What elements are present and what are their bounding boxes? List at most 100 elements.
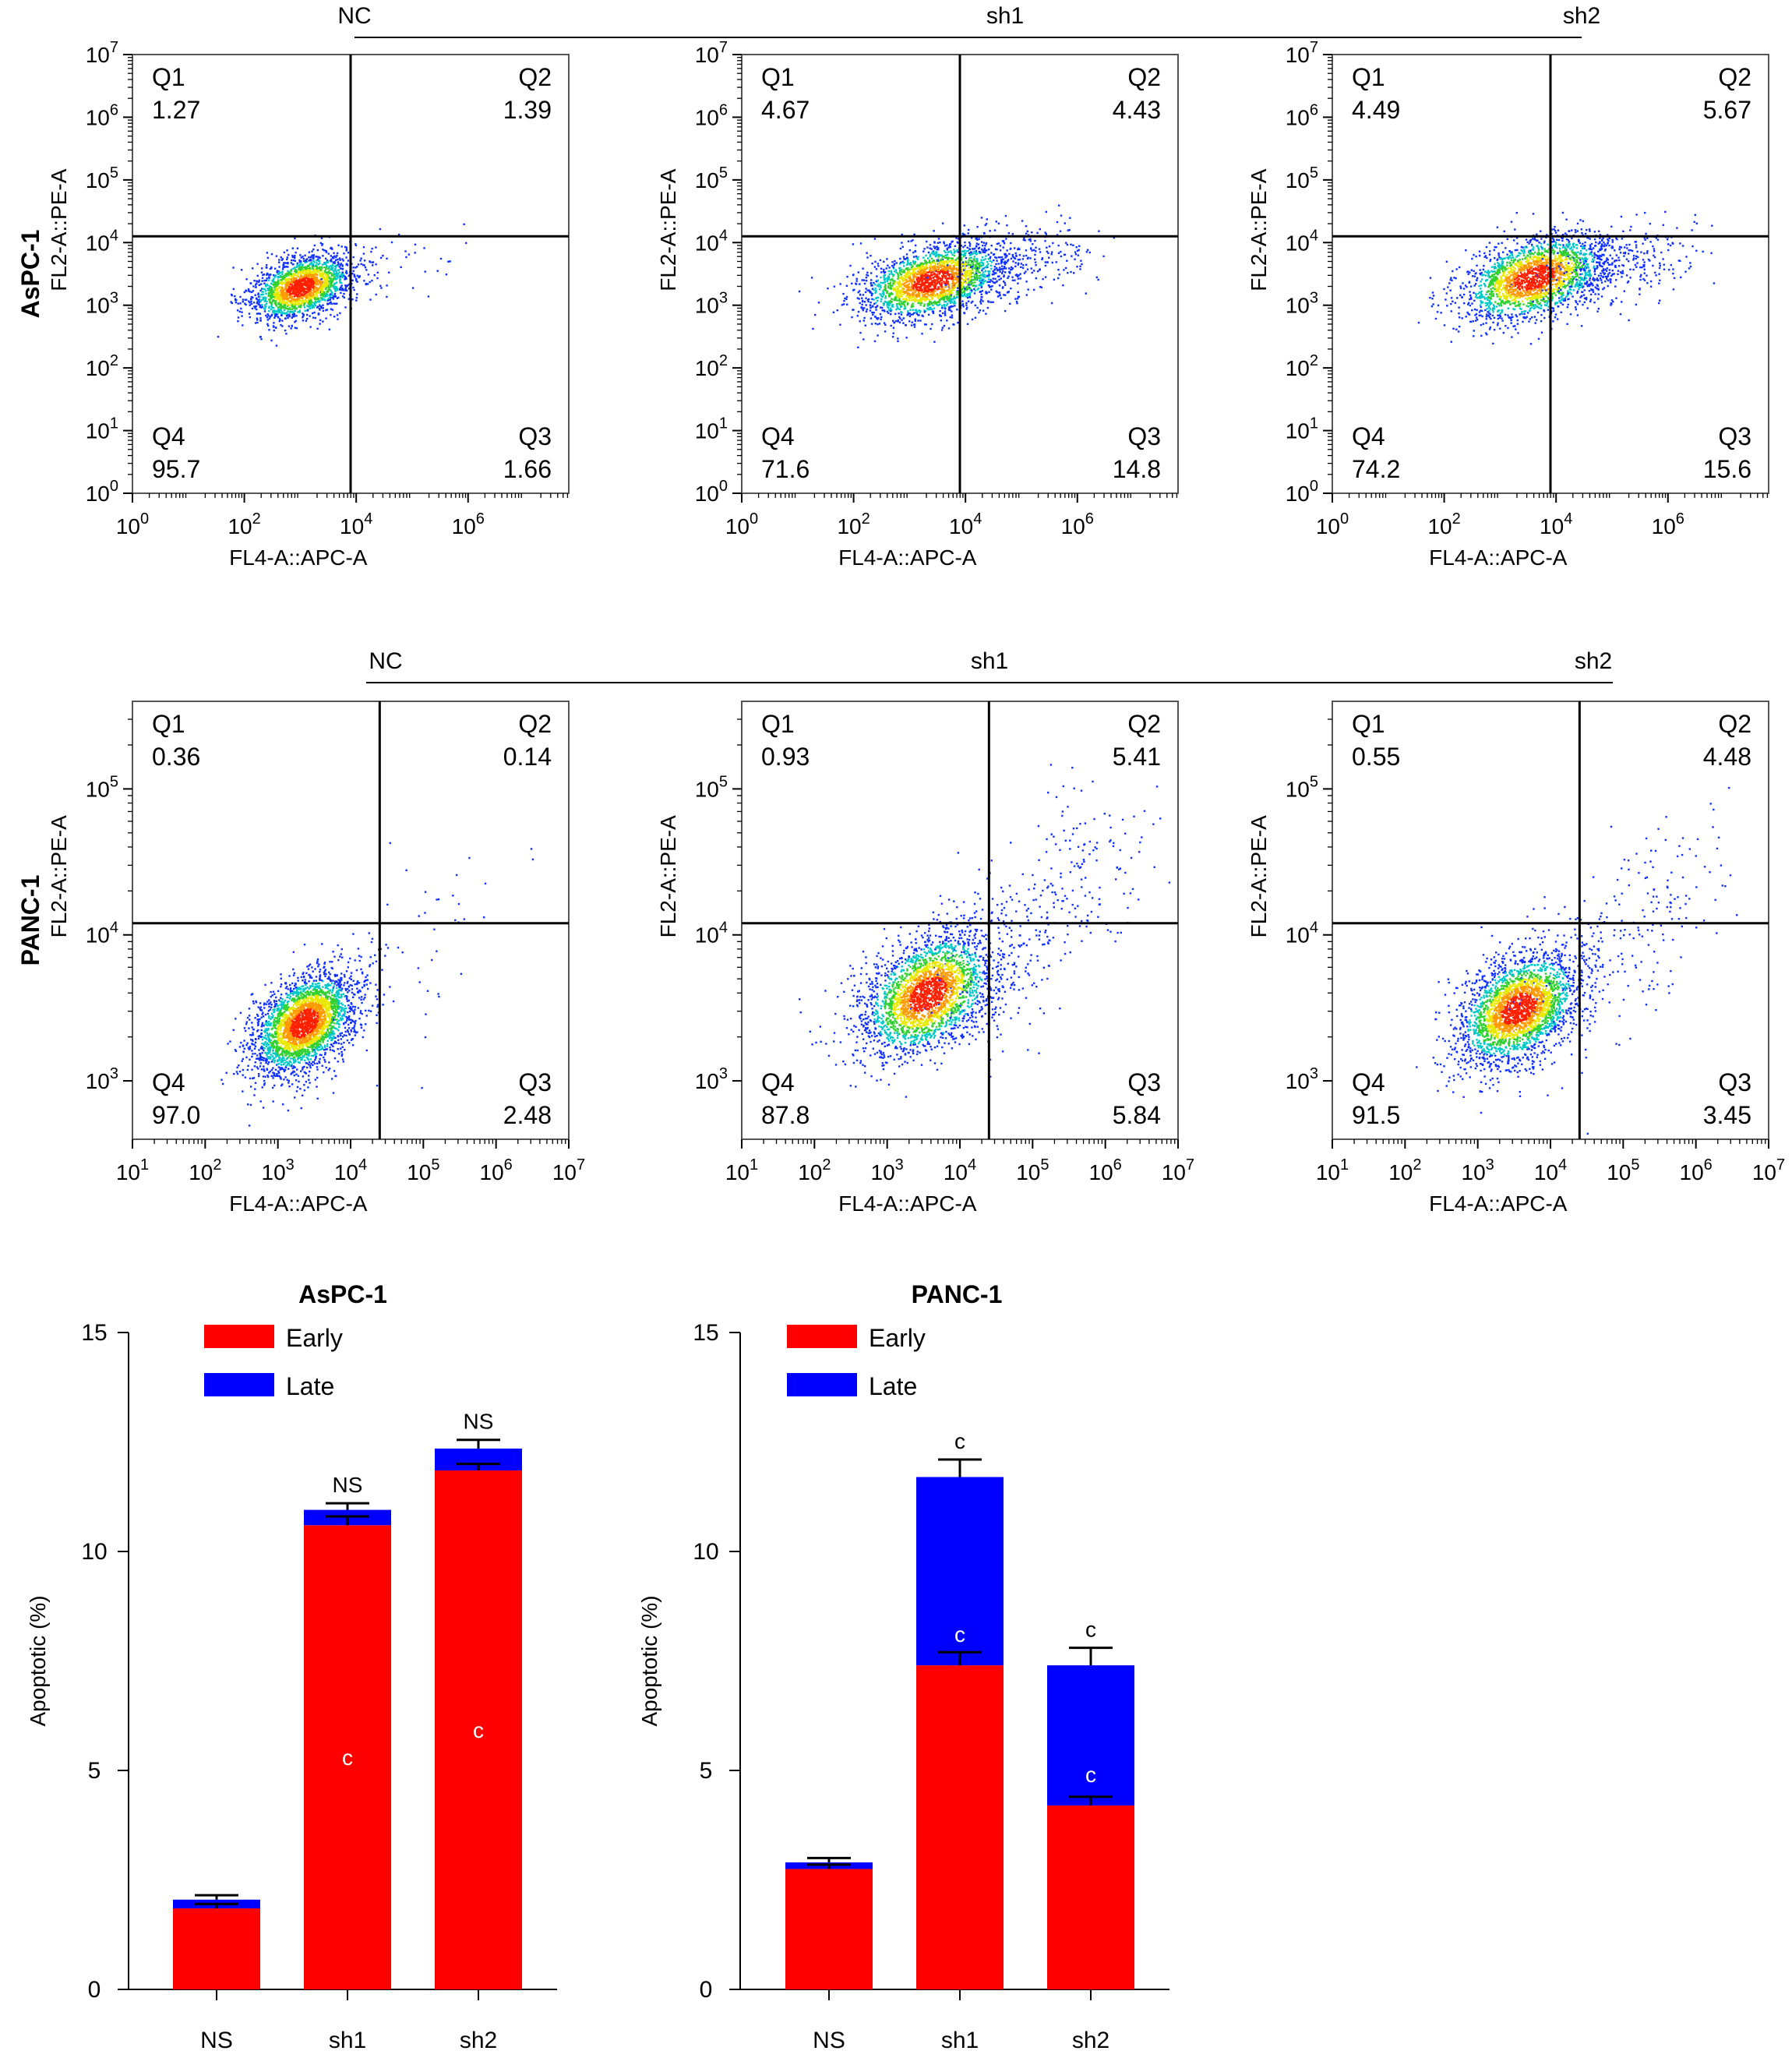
event-dot xyxy=(319,288,322,290)
event-dot xyxy=(931,266,933,268)
event-dot xyxy=(897,274,899,277)
event-dot xyxy=(866,298,870,302)
event-dot xyxy=(975,276,979,278)
event-dot xyxy=(358,276,360,279)
event-dot xyxy=(299,291,302,293)
event-dot xyxy=(254,305,257,308)
event-dot xyxy=(968,254,971,256)
event-dot xyxy=(978,311,980,314)
event-dot xyxy=(927,286,930,288)
event-dot xyxy=(980,284,983,287)
event-dot xyxy=(908,272,911,274)
event-dot xyxy=(1516,323,1519,325)
event-dot xyxy=(930,267,932,270)
event-dot xyxy=(989,257,991,259)
event-dot xyxy=(333,255,336,257)
event-dot xyxy=(327,287,330,289)
quadrant-q4-name: Q4 xyxy=(761,422,795,450)
event-dot xyxy=(287,316,289,319)
quadrant-q4-name: Q4 xyxy=(152,422,185,450)
event-dot xyxy=(268,329,270,331)
event-dot xyxy=(922,267,924,270)
event-dot xyxy=(338,266,340,268)
event-dot xyxy=(995,221,997,223)
x-axis-label: FL4-A::APC-A xyxy=(838,545,977,570)
event-dot xyxy=(291,288,294,291)
event-dot xyxy=(879,293,881,295)
event-dot xyxy=(1026,268,1029,270)
event-dot xyxy=(321,297,324,299)
event-dot xyxy=(979,302,982,305)
event-dot xyxy=(928,298,931,301)
event-dot xyxy=(950,257,953,259)
event-dot xyxy=(277,296,279,298)
event-dot xyxy=(947,298,949,302)
event-dot xyxy=(924,285,926,288)
event-dot xyxy=(869,309,872,312)
event-dot xyxy=(265,266,267,269)
event-dot xyxy=(899,269,901,271)
event-dot xyxy=(346,264,349,267)
event-dot xyxy=(984,249,987,252)
event-dot xyxy=(966,296,969,299)
event-dot xyxy=(859,293,862,296)
event-dot xyxy=(311,263,313,266)
event-dot xyxy=(292,281,295,284)
event-dot xyxy=(884,274,887,277)
event-dot xyxy=(940,284,944,287)
event-dot xyxy=(980,277,982,279)
event-dot xyxy=(923,294,926,296)
event-dot xyxy=(930,293,932,296)
event-dot xyxy=(296,247,299,249)
event-dot xyxy=(916,311,919,313)
event-dot xyxy=(937,256,940,258)
event-dot xyxy=(953,276,955,278)
event-dot xyxy=(991,274,994,276)
event-dot xyxy=(925,254,927,257)
event-dot xyxy=(1014,298,1017,300)
event-dot xyxy=(912,291,914,294)
event-dot xyxy=(898,277,901,280)
event-dot xyxy=(898,289,900,291)
event-dot xyxy=(1035,264,1037,267)
event-dot xyxy=(281,299,284,302)
event-dot xyxy=(972,260,975,263)
event-dot xyxy=(332,264,334,267)
event-dot xyxy=(888,292,891,295)
event-dot xyxy=(912,296,915,298)
event-dot xyxy=(904,278,906,281)
event-dot xyxy=(1057,269,1060,271)
event-dot xyxy=(347,288,351,290)
event-dot xyxy=(1048,245,1051,248)
event-dot xyxy=(969,273,972,275)
event-dot xyxy=(975,273,978,275)
event-dot xyxy=(308,298,311,301)
event-dot xyxy=(258,279,260,282)
event-dot xyxy=(863,282,866,285)
event-dot xyxy=(855,282,857,285)
event-dot xyxy=(912,313,914,316)
event-dot xyxy=(1515,305,1518,307)
event-dot xyxy=(881,309,884,312)
event-dot xyxy=(328,270,330,272)
event-dot xyxy=(319,309,321,311)
event-dot xyxy=(902,301,905,303)
event-dot xyxy=(305,319,308,322)
event-dot xyxy=(256,319,259,321)
event-dot xyxy=(286,292,288,295)
event-dot xyxy=(294,270,296,273)
event-dot xyxy=(912,293,914,295)
event-dot xyxy=(872,313,874,316)
event-dot xyxy=(310,272,312,274)
event-dot xyxy=(968,261,970,264)
event-dot xyxy=(914,291,916,294)
event-dot xyxy=(982,271,985,274)
event-dot xyxy=(286,302,288,304)
event-dot xyxy=(311,271,314,274)
event-dot xyxy=(298,267,302,270)
event-dot xyxy=(281,268,284,270)
event-dot xyxy=(994,256,997,259)
event-dot xyxy=(944,260,947,263)
event-dot xyxy=(273,284,275,287)
event-dot xyxy=(1004,281,1006,284)
